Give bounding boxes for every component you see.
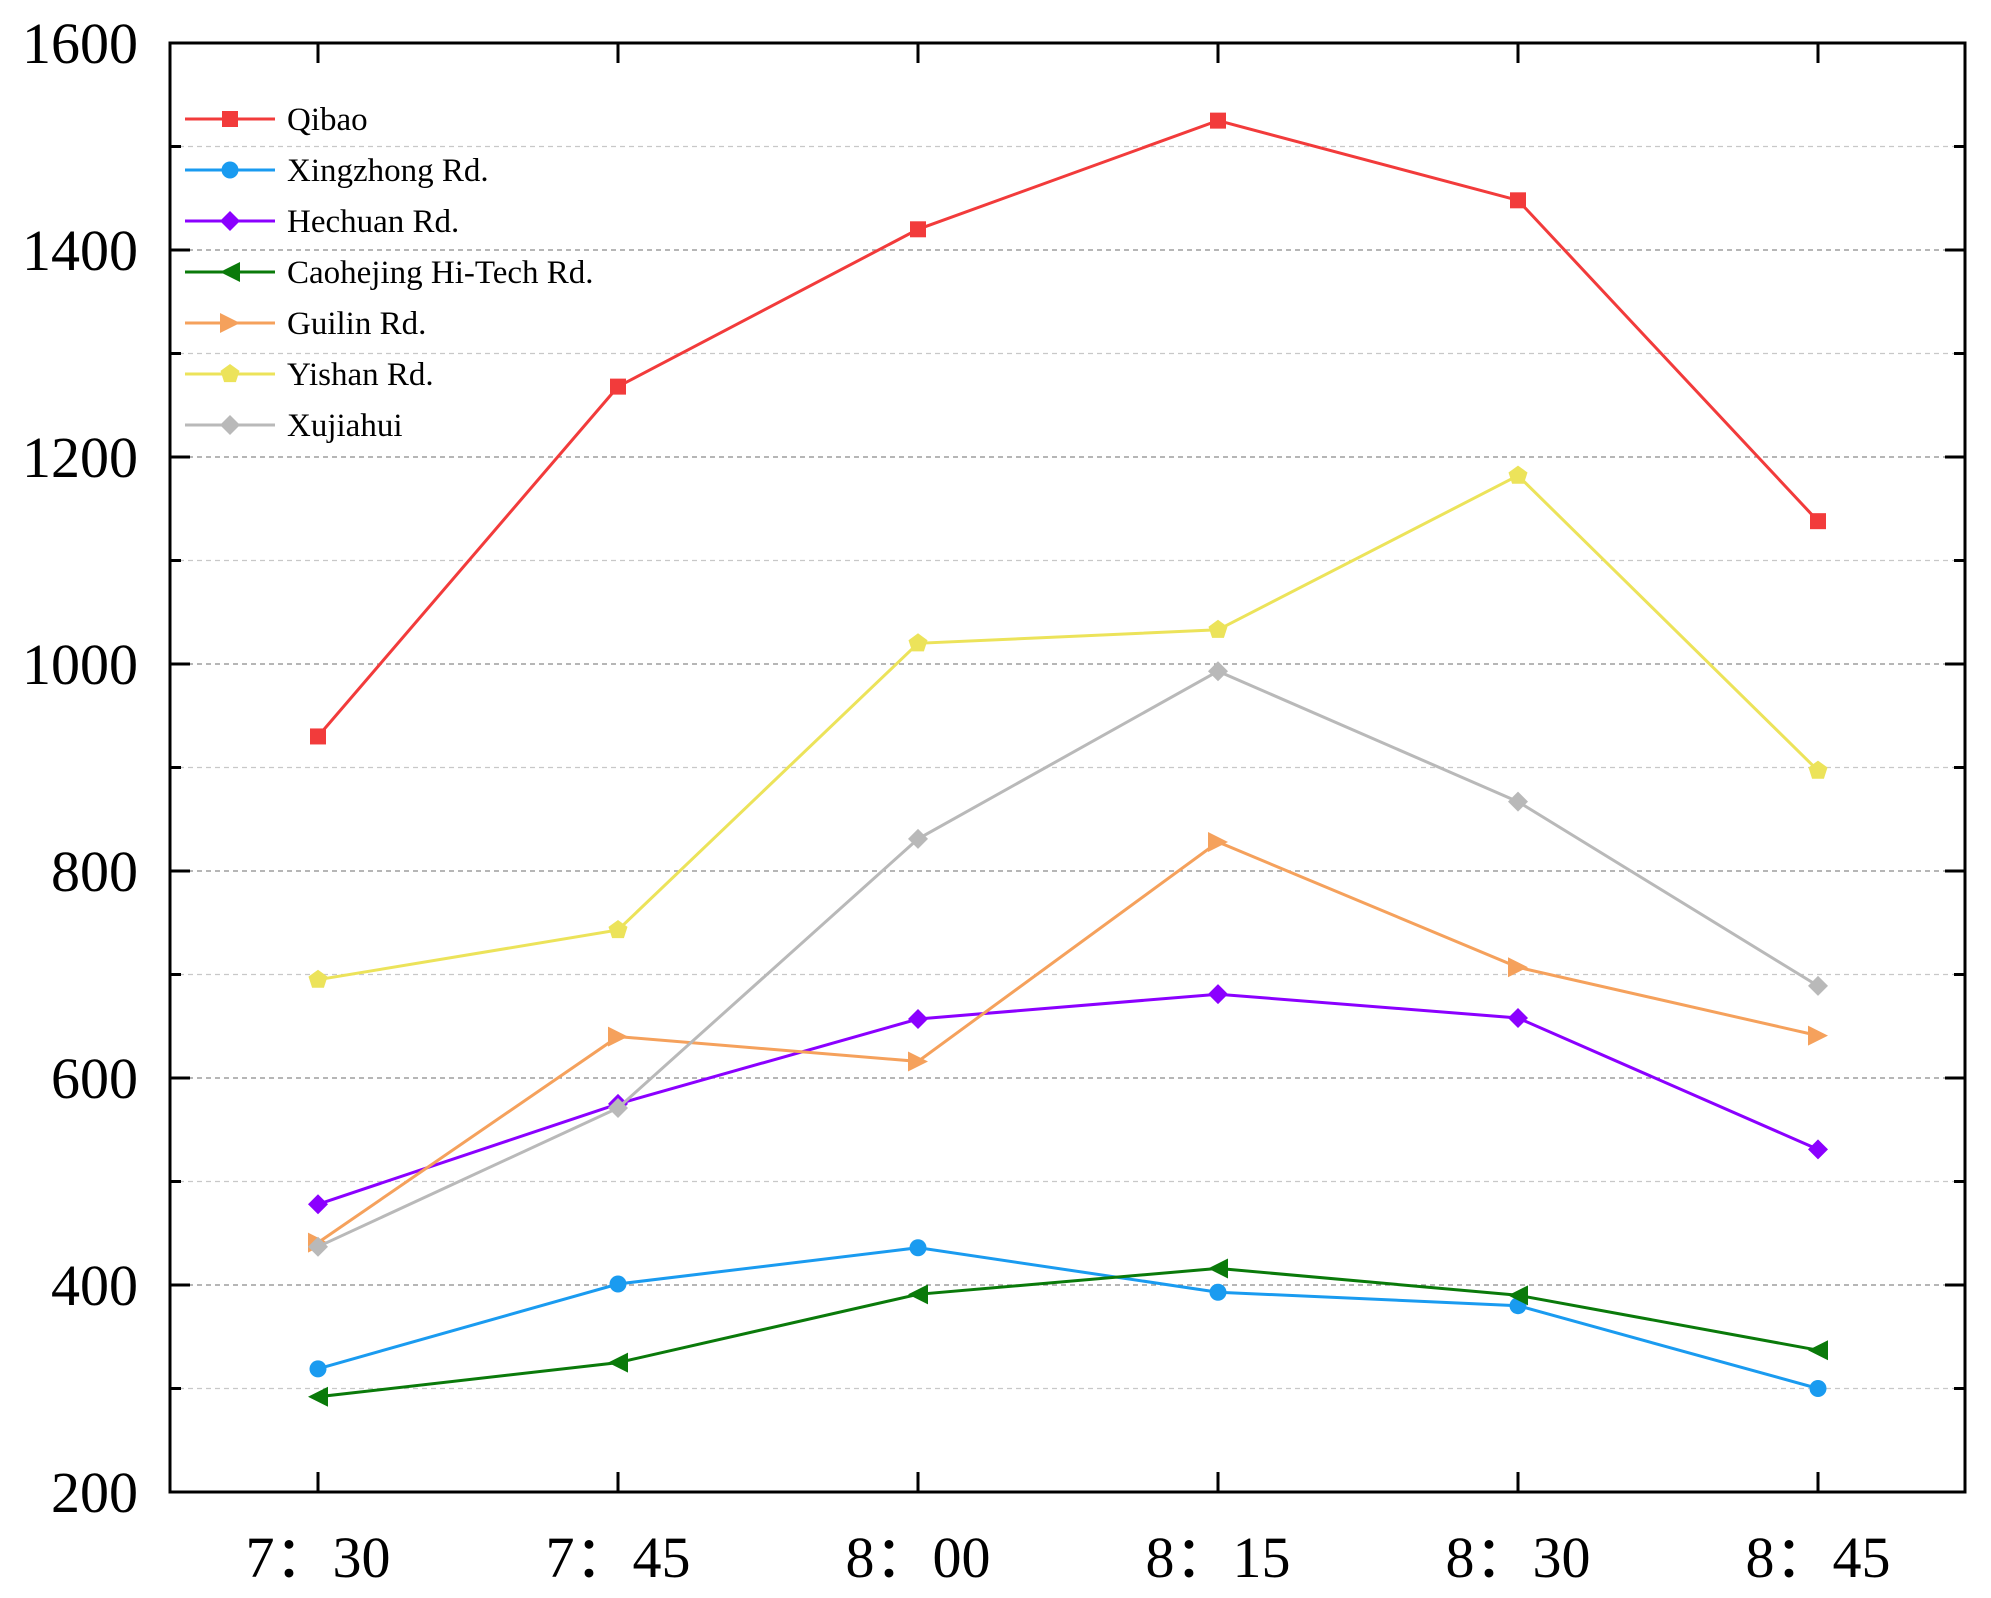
legend-item: Hechuan Rd.	[185, 204, 459, 240]
data-point	[1809, 1380, 1827, 1397]
data-point	[908, 1051, 928, 1072]
legend-label: Caohejing Hi-Tech Rd.	[287, 255, 594, 291]
data-point	[1808, 760, 1828, 779]
series-yishan-rd	[308, 465, 1828, 988]
data-point	[308, 1194, 328, 1215]
data-point	[608, 1026, 628, 1047]
x-tick-label: 8：45	[1745, 1525, 1890, 1590]
legend-label: Qibao	[287, 102, 368, 138]
data-point	[908, 633, 928, 652]
data-point	[1508, 1007, 1528, 1028]
series-line	[317, 1246, 1819, 1390]
series-caohejing-hi-tech-rd	[308, 1258, 1828, 1407]
legend-item: Guilin Rd.	[185, 306, 426, 342]
legend-label: Yishan Rd.	[287, 357, 434, 393]
data-point	[908, 828, 928, 849]
y-tick-label: 1400	[22, 218, 138, 283]
legend-marker	[220, 262, 240, 282]
data-point	[909, 1239, 927, 1257]
gridlines	[170, 145, 1965, 1390]
legend: Qibao Xingzhong Rd. Hechuan Rd. Caohejing H…	[185, 102, 594, 444]
series-line	[317, 669, 1819, 1249]
series-guilin-rd	[308, 832, 1828, 1253]
y-tick-label: 1600	[22, 11, 138, 76]
x-tick-label: 7：30	[245, 1525, 390, 1590]
y-tick-label: 600	[51, 1046, 138, 1111]
data-point	[610, 378, 626, 395]
data-point	[310, 728, 326, 745]
axes: 200 400 600 800 1000 1200 1400 1600 7：30 7：45 8：00…	[22, 11, 1967, 1590]
data-point	[1508, 791, 1528, 812]
data-point	[1210, 112, 1226, 129]
series-group	[308, 112, 1828, 1407]
legend-item: Xingzhong Rd.	[185, 153, 489, 189]
series-hechuan-rd	[308, 984, 1828, 1215]
legend-marker	[220, 211, 240, 231]
data-point	[1508, 957, 1528, 978]
data-point	[1508, 1285, 1528, 1306]
legend-marker	[220, 415, 240, 435]
data-point	[1208, 661, 1228, 682]
legend-item: Caohejing Hi-Tech Rd.	[185, 255, 594, 291]
data-point	[1208, 832, 1228, 853]
series-xujiahui	[308, 661, 1828, 1257]
legend-item: Qibao	[185, 102, 368, 138]
legend-item: Xujiahui	[185, 408, 402, 444]
data-point	[1808, 1340, 1828, 1361]
series-line	[316, 119, 1820, 738]
legend-label: Hechuan Rd.	[287, 204, 459, 240]
data-point	[908, 1284, 928, 1305]
data-point	[908, 1009, 928, 1030]
x-tick-label: 8：30	[1445, 1525, 1590, 1590]
y-tick-label: 800	[51, 839, 138, 904]
data-point	[608, 1098, 628, 1119]
x-tick-label: 8：15	[1145, 1525, 1290, 1590]
data-point	[608, 1352, 628, 1373]
data-point	[1808, 975, 1828, 996]
legend-label: Xujiahui	[287, 408, 402, 444]
series-line	[317, 840, 1819, 1244]
series-line	[317, 1266, 1819, 1399]
data-point	[1208, 1258, 1228, 1279]
data-point	[910, 221, 926, 238]
data-point	[609, 1275, 627, 1293]
data-point	[1208, 984, 1228, 1005]
data-point	[1510, 192, 1526, 209]
data-point	[308, 1236, 328, 1257]
y-tick-label: 1200	[22, 425, 138, 490]
series-line	[317, 473, 1820, 982]
x-tick-label: 7：45	[545, 1525, 690, 1590]
data-point	[1508, 465, 1528, 484]
data-point	[308, 969, 328, 988]
legend-label: Xingzhong Rd.	[287, 153, 489, 189]
data-point	[1209, 1283, 1227, 1301]
series-qibao	[310, 112, 1826, 745]
legend-marker	[220, 364, 240, 383]
data-point	[309, 1360, 327, 1378]
legend-item: Yishan Rd.	[185, 357, 434, 393]
legend-marker	[221, 161, 239, 179]
x-tick-label: 8：00	[845, 1525, 990, 1590]
data-point	[1810, 513, 1826, 530]
legend-marker	[220, 313, 240, 333]
data-point	[308, 1386, 328, 1407]
series-line	[317, 992, 1819, 1206]
y-tick-label: 200	[51, 1460, 138, 1525]
data-point	[1208, 619, 1228, 638]
legend-label: Guilin Rd.	[287, 306, 426, 342]
legend-marker	[222, 111, 238, 127]
y-tick-label: 400	[51, 1253, 138, 1318]
data-point	[1808, 1025, 1828, 1046]
data-point	[608, 920, 628, 939]
data-point	[1808, 1139, 1828, 1160]
y-tick-label: 1000	[22, 632, 138, 697]
